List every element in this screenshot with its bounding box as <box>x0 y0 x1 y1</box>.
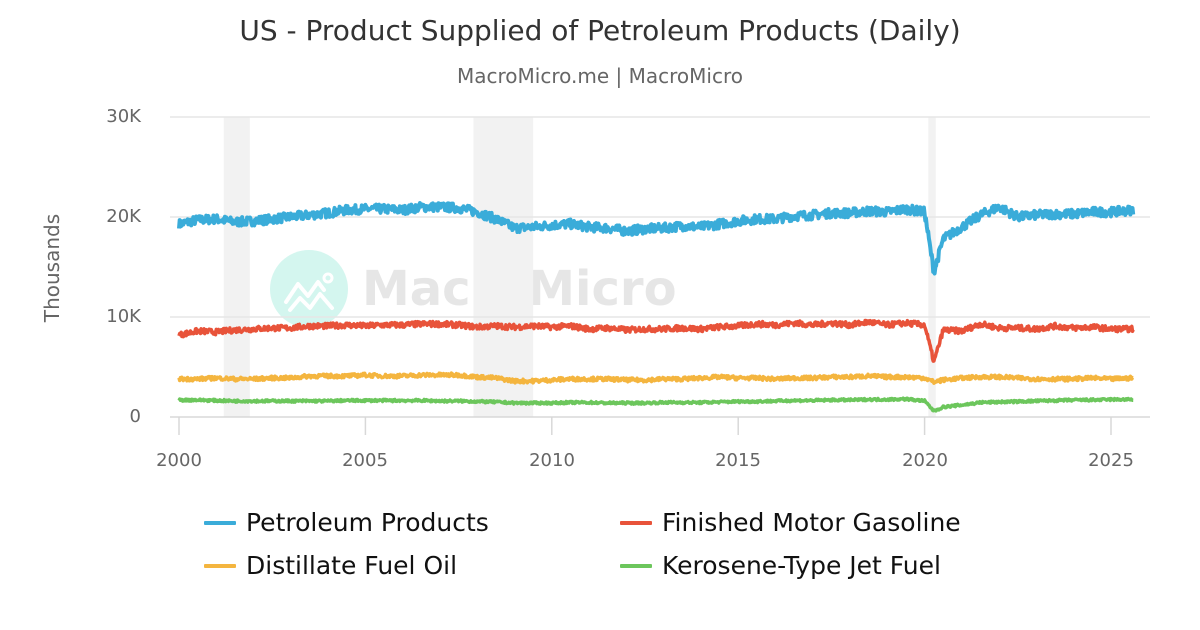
legend-item-finished-motor-gasoline[interactable]: Finished Motor Gasoline <box>620 508 961 537</box>
series-line-distillate-fuel-oil[interactable] <box>177 371 1135 385</box>
x-tick-2000: 2000 <box>156 450 202 471</box>
legend-item-kerosene-type-jet-fuel[interactable]: Kerosene-Type Jet Fuel <box>620 551 941 580</box>
chart-title: US - Product Supplied of Petroleum Produ… <box>239 14 961 47</box>
y-tick-20k: 20K <box>106 206 141 227</box>
recession-band <box>473 117 534 417</box>
x-tick-2010: 2010 <box>529 450 575 471</box>
legend-item-distillate-fuel-oil[interactable]: Distillate Fuel Oil <box>204 551 457 580</box>
x-tick-2025: 2025 <box>1088 450 1134 471</box>
legend-swatch-icon <box>620 520 652 525</box>
x-tick-2020: 2020 <box>902 450 948 471</box>
legend-swatch-icon <box>620 563 652 568</box>
y-tick-30k: 30K <box>106 106 141 127</box>
legend-label: Petroleum Products <box>246 508 489 537</box>
legend-swatch-icon <box>204 520 236 525</box>
chart-subtitle: MacroMicro.me | MacroMicro <box>457 64 743 88</box>
legend-label: Distillate Fuel Oil <box>246 551 458 580</box>
y-axis-label: Thousands <box>40 213 64 323</box>
legend-swatch-icon <box>204 563 236 568</box>
y-tick-10k: 10K <box>106 306 141 327</box>
x-tick-2005: 2005 <box>342 450 388 471</box>
legend-label: Kerosene-Type Jet Fuel <box>662 551 941 580</box>
recession-band <box>223 117 250 417</box>
y-tick-0: 0 <box>129 406 141 427</box>
series-line-petroleum-products[interactable] <box>177 201 1136 276</box>
x-tick-2015: 2015 <box>715 450 761 471</box>
legend-item-petroleum-products[interactable]: Petroleum Products <box>204 508 489 537</box>
series-line-finished-motor-gasoline[interactable] <box>177 318 1135 363</box>
series-line-kerosene-type-jet-fuel[interactable] <box>177 396 1135 413</box>
legend-label: Finished Motor Gasoline <box>662 508 961 537</box>
